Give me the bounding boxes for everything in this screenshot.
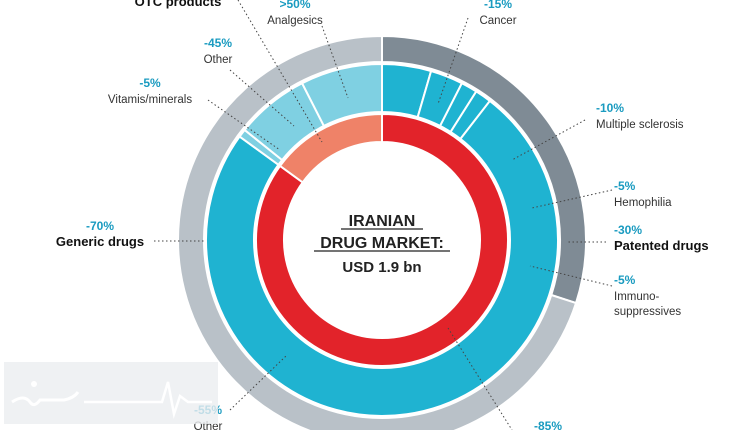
- label-pct-patented: -30%: [614, 223, 642, 237]
- label-pct-red85: -85%: [534, 419, 562, 430]
- label-name-ms: Multiple sclerosis: [596, 119, 684, 131]
- chart-center: IRANIAN DRUG MARKET: USD 1.9 bn: [314, 213, 450, 276]
- chart-rings: [177, 34, 587, 430]
- label-name-cancer: Cancer: [479, 15, 516, 27]
- label-pct-analgesics: >50%: [279, 0, 310, 11]
- outer-segment-generic: [177, 34, 578, 430]
- leader-line: [229, 355, 287, 411]
- label-pct-immuno: -5%: [614, 273, 636, 287]
- label-name-immuno: Immuno-: [614, 291, 660, 303]
- leader-line: [447, 327, 513, 430]
- label-pct-generic: -70%: [86, 219, 114, 233]
- center-title-line2: DRUG MARKET:: [320, 235, 444, 252]
- label-name-otc: OTC products: [135, 0, 222, 9]
- label-name-other55: Other: [194, 421, 223, 430]
- label-name-patented: Patented drugs: [614, 238, 709, 253]
- label-name2-immuno: suppressives: [614, 306, 681, 318]
- leader-line: [237, 0, 323, 143]
- label-name-hemophilia: Hemophilia: [614, 197, 672, 209]
- middle-segment-other-generic: [205, 99, 559, 417]
- label-pct-hemophilia: -5%: [614, 179, 636, 193]
- inner-segment-otc: [278, 112, 383, 184]
- leader-line: [321, 25, 349, 99]
- watermark-logo-graphic: [11, 381, 212, 419]
- label-pct-cancer: -15%: [484, 0, 512, 11]
- leader-line: [207, 99, 281, 151]
- watermark-logo: [4, 362, 218, 424]
- label-name-vitamins: Vitamis/minerals: [108, 94, 192, 106]
- center-total-value: USD 1.9 bn: [342, 259, 421, 276]
- leader-line: [531, 189, 613, 209]
- inner-segment-prescription: [255, 112, 509, 367]
- label-name-analgesics: Analgesics: [267, 15, 323, 27]
- label-name-other45: Other: [204, 54, 233, 66]
- label-pct-vitamins: -5%: [139, 76, 161, 90]
- label-name-generic: Generic drugs: [56, 234, 144, 249]
- label-pct-other45: -45%: [204, 36, 232, 50]
- leader-lines: [154, 0, 613, 430]
- leader-line: [511, 119, 586, 161]
- center-title-line1: IRANIAN: [349, 213, 416, 230]
- chart-labels: OTC products >50% Analgesics -15% Cancer -45%…: [56, 0, 709, 430]
- middle-segment-analgesics: [300, 62, 383, 128]
- label-pct-ms: -10%: [596, 101, 624, 115]
